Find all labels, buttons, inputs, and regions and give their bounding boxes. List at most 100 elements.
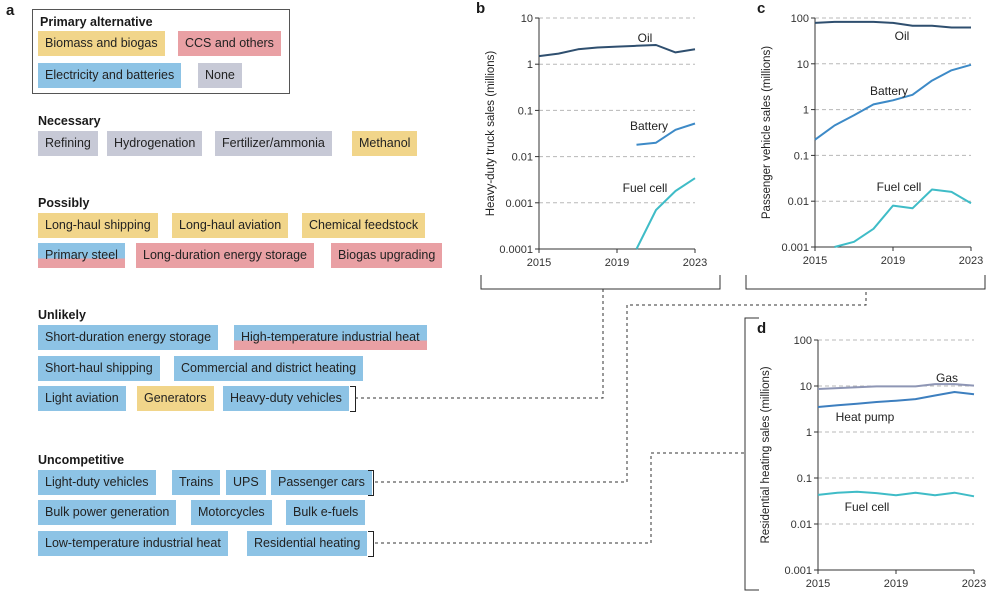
series-label-oil: Oil: [638, 31, 653, 45]
series-line-oil: [538, 44, 696, 58]
category-uncompetitive-title: Uncompetitive: [38, 453, 125, 467]
series-line-gas: [817, 383, 975, 390]
category-necessary-title: Necessary: [38, 114, 101, 128]
panel-d-letter: d: [757, 320, 767, 337]
panel-b-letter: b: [476, 0, 486, 17]
y-tick-label: 100: [794, 335, 812, 347]
item-short-haul-shipping: Short-haul shipping: [38, 356, 160, 381]
item-long-duration-energy-storage: Long-duration energy storage: [136, 243, 315, 268]
y-tick-label: 0.001: [784, 565, 812, 577]
y-tick-label: 0.1: [797, 473, 812, 485]
item-long-haul-aviation: Long-haul aviation: [172, 213, 289, 238]
y-tick-label: 0.1: [518, 105, 533, 117]
x-tick-label: 2019: [605, 257, 629, 269]
item-bulk-power-generation: Bulk power generation: [38, 500, 177, 525]
item-hydrogenation: Hydrogenation: [107, 131, 203, 156]
connector-residential-heating: [375, 452, 745, 544]
series-label-heat-pump: Heat pump: [836, 410, 895, 424]
x-tick-label: 2019: [881, 255, 905, 267]
connector-heavy-duty: [355, 289, 604, 399]
item-methanol: Methanol: [352, 131, 418, 156]
item-long-haul-shipping: Long-haul shipping: [38, 213, 158, 238]
y-tick-label: 0.1: [794, 150, 809, 162]
item-fertilizer-ammonia: Fertilizer/ammonia: [215, 131, 332, 156]
y-tick-label: 10: [800, 381, 812, 393]
item-bulk-e-fuels: Bulk e-fuels: [286, 500, 366, 525]
group-bracket-b: [480, 275, 721, 290]
x-tick-label: 2023: [683, 257, 707, 269]
series-line-fuel-cell: [834, 188, 972, 248]
y-tick-label: 1: [806, 427, 812, 439]
x-tick-label: 2023: [962, 578, 986, 590]
bracket-passenger-cars: [368, 470, 374, 496]
category-possibly-title: Possibly: [38, 196, 90, 210]
item-light-aviation: Light aviation: [38, 386, 126, 411]
legend-ccs: CCS and others: [178, 31, 281, 56]
series-line-battery: [814, 63, 972, 141]
connector-lines: [355, 275, 986, 591]
item-high-temperature-industrial-heat: High-temperature industrial heat: [234, 325, 427, 350]
series-label-battery: Battery: [870, 84, 908, 98]
series-line-heat-pump: [817, 391, 975, 408]
item-refining: Refining: [38, 131, 98, 156]
y-tick-label: 100: [791, 13, 809, 25]
series-label-oil: Oil: [895, 29, 910, 43]
item-light-duty-vehicles: Light-duty vehicles: [38, 470, 156, 495]
y-tick-label: 0.01: [512, 152, 533, 164]
x-tick-label: 2015: [527, 257, 551, 269]
y-tick-label: 0.001: [505, 198, 533, 210]
item-motorcycles: Motorcycles: [191, 500, 272, 525]
connector-passenger-cars: [375, 289, 867, 483]
item-residential-heating: Residential heating: [247, 531, 368, 556]
item-trains: Trains: [172, 470, 221, 495]
y-axis-label: Passenger vehicle sales (millions): [761, 46, 773, 219]
group-bracket-d: [744, 317, 759, 591]
legend-title: Primary alternative: [40, 15, 153, 29]
y-tick-label: 1: [803, 105, 809, 117]
series-line-fuel-cell: [817, 490, 975, 498]
series-label-battery: Battery: [630, 119, 668, 133]
y-axis-label: Heavy-duty truck sales (millions): [485, 51, 497, 217]
group-bracket-c: [745, 275, 986, 290]
panel-a-letter: a: [6, 2, 15, 19]
series-label-fuel-cell: Fuel cell: [877, 180, 922, 194]
item-low-temperature-industrial-heat: Low-temperature industrial heat: [38, 531, 228, 556]
legend-biomass: Biomass and biogas: [38, 31, 165, 56]
y-tick-label: 0.0001: [499, 244, 533, 256]
series-line-fuel-cell: [635, 177, 696, 250]
y-axis-label: Residential heating sales (millions): [760, 366, 772, 543]
x-tick-label: 2019: [884, 578, 908, 590]
legend-electricity: Electricity and batteries: [38, 63, 182, 88]
legend-box: Primary alternative: [32, 9, 290, 94]
series-line-oil: [814, 20, 971, 29]
item-ups: UPS: [226, 470, 266, 495]
item-generators: Generators: [137, 386, 214, 411]
panel-c-letter: c: [757, 0, 766, 17]
y-tick-label: 10: [797, 59, 809, 71]
series-label-gas: Gas: [936, 371, 958, 385]
y-tick-label: 1: [527, 59, 533, 71]
legend-none: None: [198, 63, 242, 88]
item-chemical-feedstock: Chemical feedstock: [302, 213, 426, 238]
y-tick-label: 0.01: [791, 519, 812, 531]
bracket-residential-heating: [368, 531, 374, 557]
item-short-duration-energy-storage: Short-duration energy storage: [38, 325, 219, 350]
x-tick-label: 2023: [959, 255, 983, 267]
series-line-battery: [636, 122, 696, 146]
bracket-heavy-duty-vehicles: [350, 386, 356, 412]
item-biogas-upgrading: Biogas upgrading: [331, 243, 443, 268]
y-tick-label: 0.001: [781, 242, 809, 254]
item-passenger-cars: Passenger cars: [271, 470, 372, 495]
y-tick-label: 10: [521, 13, 533, 25]
series-label-fuel-cell: Fuel cell: [623, 181, 668, 195]
series-label-fuel-cell: Fuel cell: [845, 500, 890, 514]
x-tick-label: 2015: [803, 255, 827, 267]
x-tick-label: 2015: [806, 578, 830, 590]
category-unlikely-title: Unlikely: [38, 308, 86, 322]
y-tick-label: 0.01: [788, 196, 809, 208]
item-primary-steel: Primary steel: [38, 243, 125, 268]
